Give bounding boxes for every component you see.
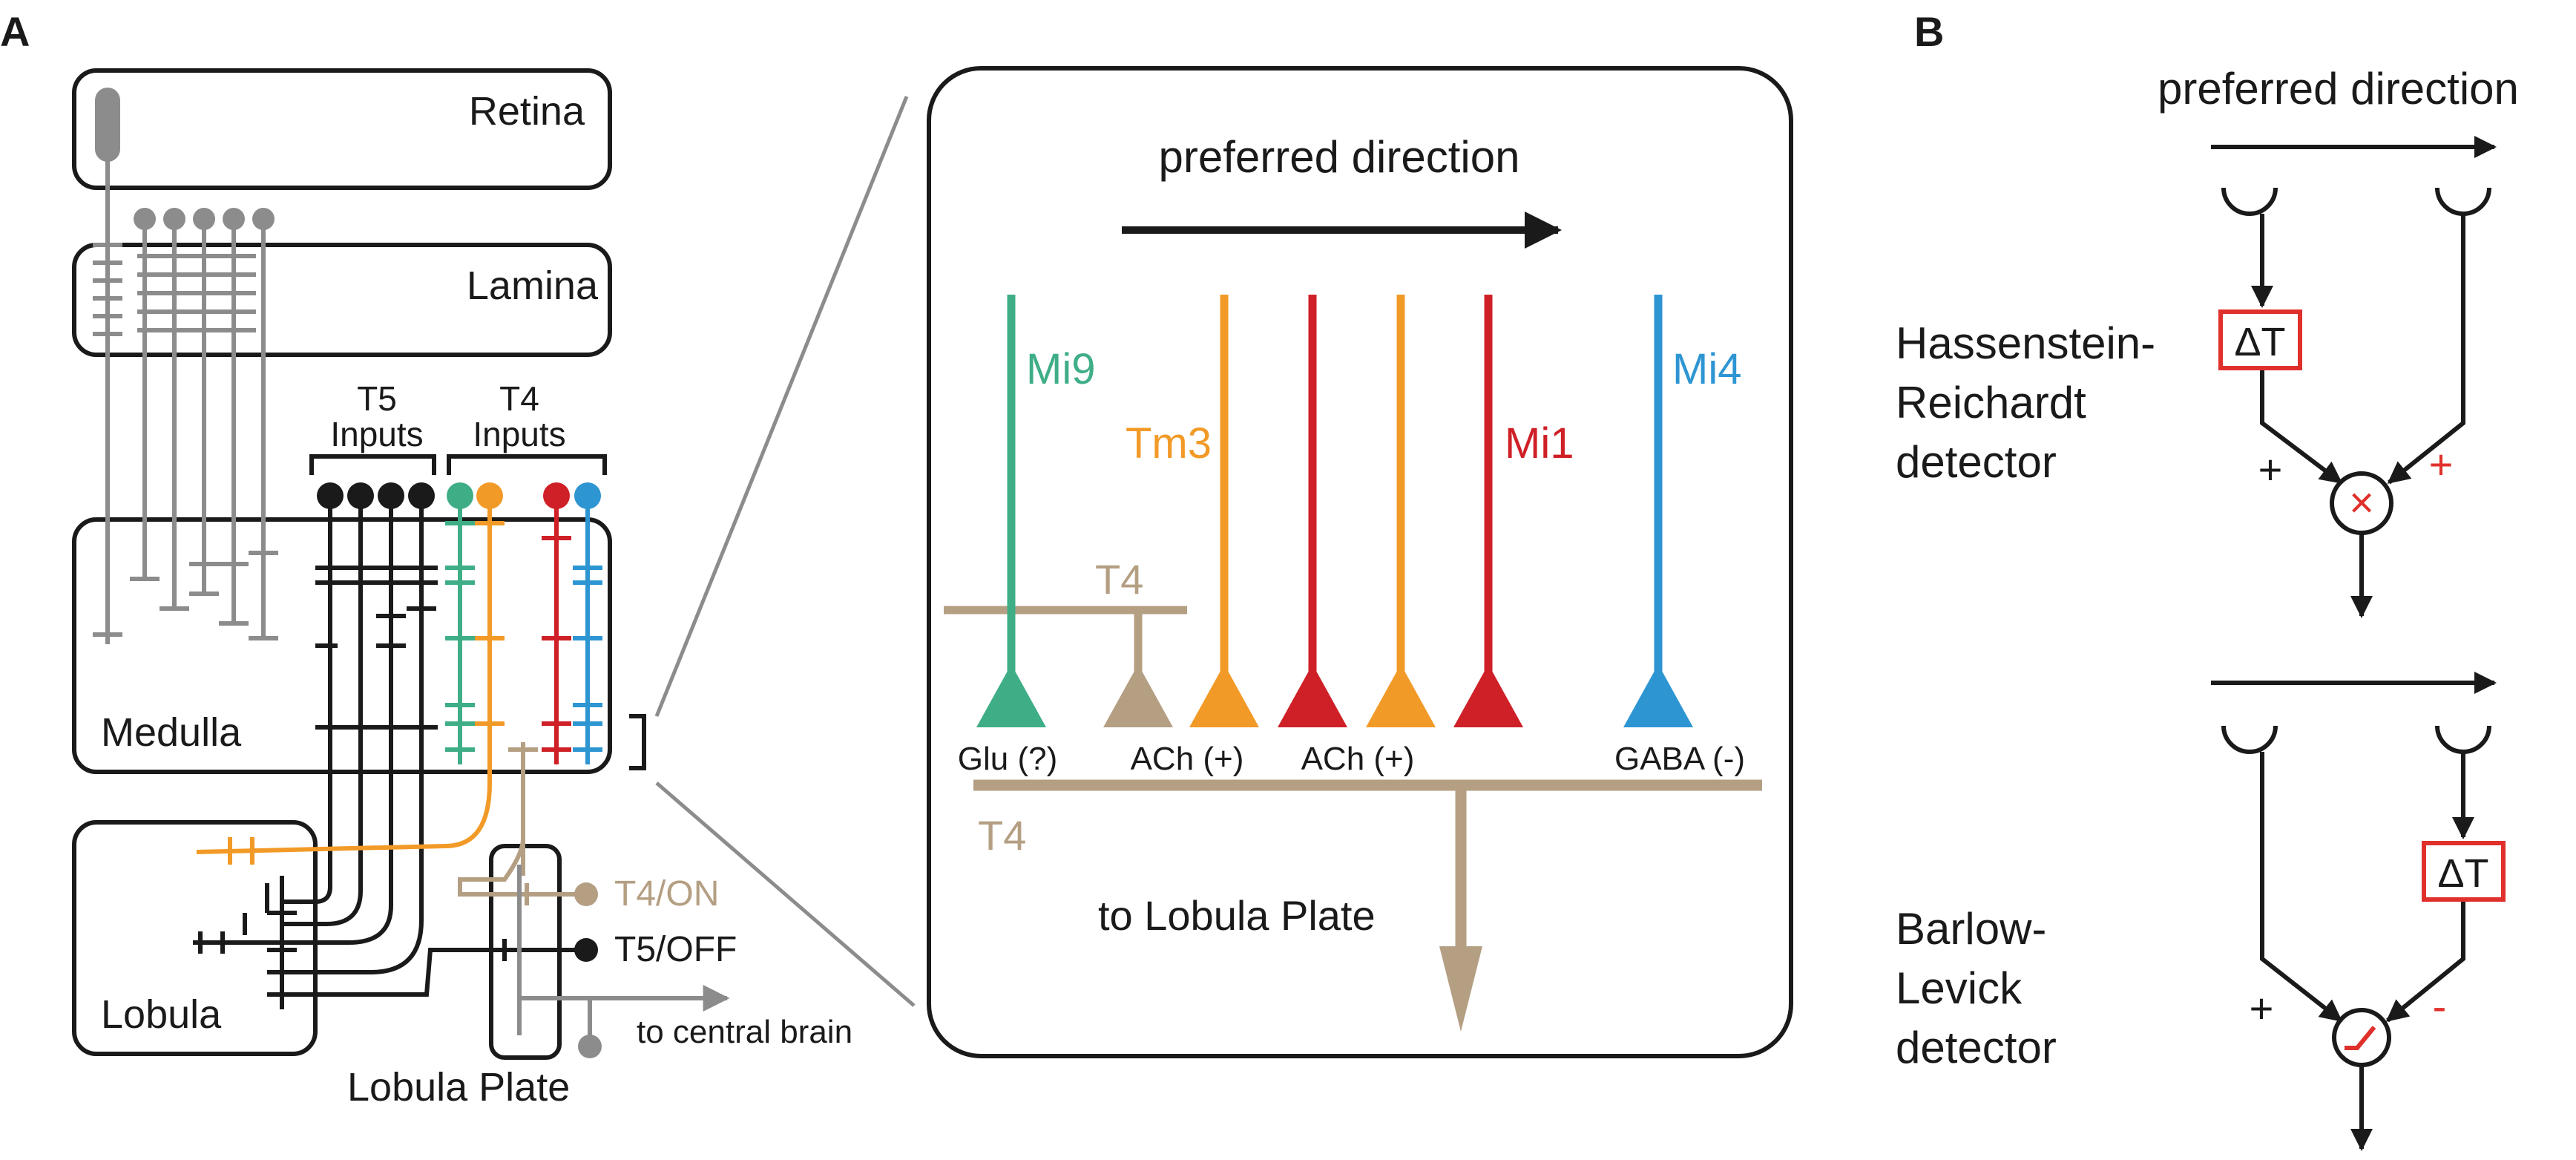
panel-b-models: B preferred direction ΔT × + + Hassenste… bbox=[1896, 8, 2519, 1151]
lobula-label: Lobula bbox=[101, 992, 222, 1037]
hr-receptor-right bbox=[2435, 187, 2491, 216]
t4-input-neurons bbox=[196, 482, 602, 865]
lobula-plate-label: Lobula Plate bbox=[347, 1065, 570, 1110]
t4-soma-triangle bbox=[1103, 664, 1173, 727]
hr-plus-right: + bbox=[2429, 441, 2454, 488]
photoreceptor bbox=[95, 88, 120, 162]
hr-plus-left: + bbox=[2258, 446, 2283, 493]
hr-delay-label: ΔT bbox=[2234, 320, 2285, 364]
bl-delay-label: ΔT bbox=[2437, 851, 2488, 896]
medulla-box bbox=[72, 517, 612, 774]
mi4-terminal bbox=[1623, 664, 1693, 727]
t4-neuron-path bbox=[458, 742, 598, 906]
zoom-panel: preferred direction T4 Mi9 Tm3 Mi1 Mi4 G… bbox=[927, 66, 1793, 1058]
hr-multiplier-icon: × bbox=[2349, 479, 2374, 527]
green-input-neuron bbox=[445, 482, 475, 764]
bl-detector bbox=[2221, 725, 2491, 1151]
lamina-box bbox=[72, 243, 612, 357]
t4-inputs-bracket bbox=[447, 454, 607, 475]
t5-inputs-bracket bbox=[309, 454, 436, 475]
tm3-terminal-2 bbox=[1366, 664, 1436, 727]
t5-off-label: T5/OFF bbox=[614, 930, 737, 969]
hr-receptor-left bbox=[2221, 187, 2278, 216]
central-brain-output bbox=[517, 865, 730, 1058]
central-brain-label: to central brain bbox=[637, 1014, 852, 1050]
panel-a-circuit: A Retina Lamina Medulla Lobula Lobula Pl… bbox=[0, 8, 916, 1110]
zoom-box bbox=[927, 66, 1793, 1058]
t4-inputs-label-line1: T4 bbox=[499, 379, 539, 418]
zoom-bracket bbox=[629, 714, 646, 770]
t4-lower-label: T4 bbox=[978, 812, 1026, 859]
t4-dendrite-upper bbox=[944, 606, 1187, 683]
t4-on-label: T4/ON bbox=[614, 874, 719, 914]
glu-label: Glu (?) bbox=[958, 741, 1057, 777]
t4-inputs-label-line2: Inputs bbox=[473, 415, 565, 453]
t4-output-arrowhead bbox=[1439, 946, 1482, 1032]
hr-multiplier-node bbox=[2330, 471, 2393, 535]
to-lobula-plate-label: to Lobula Plate bbox=[1098, 892, 1376, 939]
t5-input-neurons bbox=[193, 482, 438, 1009]
retina-box bbox=[72, 68, 612, 190]
medulla-label: Medulla bbox=[101, 710, 242, 755]
bl-receptor-right bbox=[2435, 725, 2491, 754]
retina-label: Retina bbox=[469, 89, 585, 134]
ach-label-2: ACh (+) bbox=[1301, 741, 1415, 777]
t5-inputs-label-line1: T5 bbox=[357, 379, 397, 418]
tm3-terminal-1 bbox=[1189, 664, 1259, 727]
tm3-label: Tm3 bbox=[1126, 419, 1212, 468]
mi9-terminal bbox=[976, 664, 1046, 727]
blue-input-neuron bbox=[573, 482, 602, 764]
panel-a-letter: A bbox=[0, 8, 30, 55]
bl-name-line2: Levick bbox=[1896, 963, 2023, 1013]
bl-receptor-left bbox=[2221, 725, 2278, 754]
orange-input-neuron bbox=[196, 482, 505, 865]
bl-name-line3: detector bbox=[1896, 1023, 2057, 1072]
lobula-box bbox=[72, 820, 318, 1056]
ach-label-1: ACh (+) bbox=[1131, 741, 1244, 777]
photoreceptor-and-lamina-cells bbox=[93, 88, 278, 644]
mi1-label: Mi1 bbox=[1505, 419, 1574, 468]
bl-name-line1: Barlow- bbox=[1896, 904, 2046, 954]
red-input-neuron bbox=[542, 482, 571, 764]
hr-name-line3: detector bbox=[1896, 437, 2057, 487]
zoom-line-bottom bbox=[655, 781, 916, 1007]
zoom-line-top bbox=[654, 96, 909, 717]
mi9-label: Mi9 bbox=[1026, 345, 1095, 393]
bl-plus-left: + bbox=[2250, 985, 2274, 1032]
bl-threshold-icon bbox=[2345, 1026, 2376, 1050]
t5-inputs-label-line2: Inputs bbox=[330, 415, 423, 453]
bl-minus-right: - bbox=[2433, 983, 2447, 1029]
hr-detector bbox=[2221, 187, 2491, 618]
lamina-label: Lamina bbox=[467, 263, 599, 308]
mi1-terminal-2 bbox=[1453, 664, 1523, 727]
hr-name-line1: Hassenstein- bbox=[1896, 318, 2155, 368]
t4-upper-label: T4 bbox=[1095, 556, 1143, 603]
gaba-label: GABA (-) bbox=[1614, 741, 1745, 777]
t5-output-path bbox=[282, 938, 598, 997]
hr-delay-box bbox=[2218, 309, 2302, 370]
bl-delay-box bbox=[2422, 841, 2506, 902]
zoom-preferred-direction-label: preferred direction bbox=[1159, 132, 1520, 182]
hr-name-line2: Reichardt bbox=[1896, 378, 2086, 427]
mi1-terminal-1 bbox=[1278, 664, 1347, 727]
bl-threshold-node bbox=[2332, 1008, 2391, 1067]
model-preferred-direction-label: preferred direction bbox=[2158, 64, 2519, 114]
panel-b-letter: B bbox=[1914, 8, 1944, 55]
mi4-label: Mi4 bbox=[1672, 345, 1741, 393]
